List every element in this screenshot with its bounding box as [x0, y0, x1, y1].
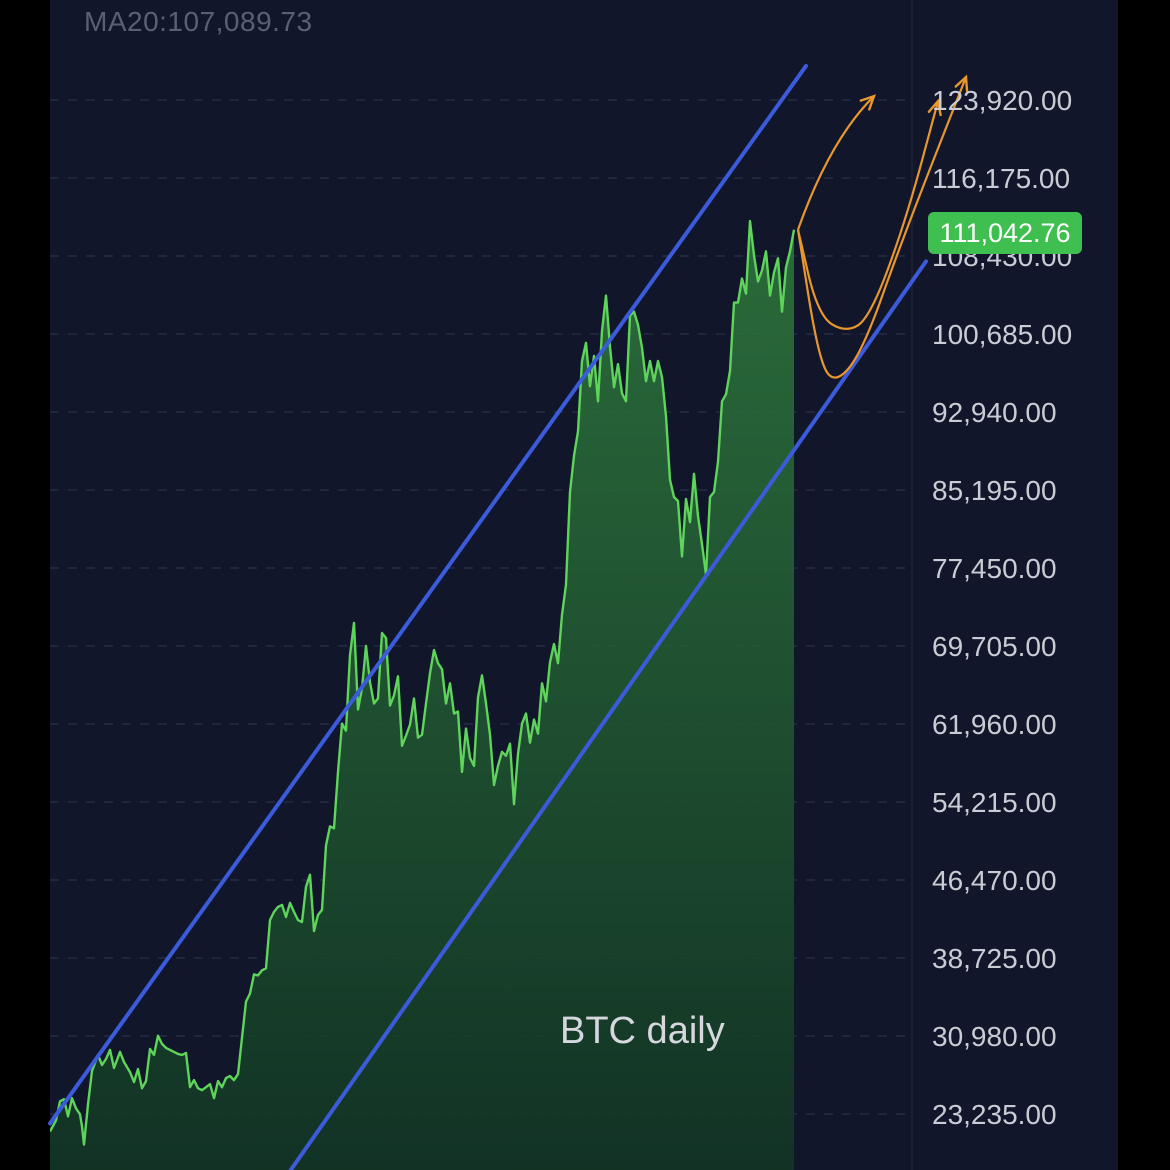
projection-arrowhead [859, 94, 876, 111]
y-tick-label: 123,920.00 [932, 85, 1072, 116]
projection-curve [796, 100, 940, 330]
y-tick-label: 38,725.00 [932, 943, 1057, 974]
y-tick-label: 69,705.00 [932, 631, 1057, 662]
y-tick-label: 23,235.00 [932, 1099, 1057, 1130]
y-tick-label: 46,470.00 [932, 865, 1057, 896]
y-tick-label: 77,450.00 [932, 553, 1057, 584]
y-tick-label: 61,960.00 [932, 709, 1057, 740]
y-tick-label: 85,195.00 [932, 475, 1057, 506]
y-tick-label: 100,685.00 [932, 319, 1072, 350]
chart-title: BTC daily [560, 1010, 725, 1052]
price-line [50, 219, 796, 1146]
y-tick-label: 116,175.00 [932, 163, 1070, 194]
projection-curve [796, 95, 875, 231]
last-price-badge: 111,042.76 [928, 212, 1082, 254]
ma20-indicator-label: MA20:107,089.73 [84, 6, 313, 37]
projection-arrows [796, 74, 969, 379]
channel-upper-line [48, 63, 808, 1126]
projection-curve [796, 76, 968, 379]
channel-lower-line [288, 259, 928, 1170]
y-tick-label: 92,940.00 [932, 397, 1057, 428]
trend-channel [48, 63, 928, 1170]
y-tick-label: 30,980.00 [932, 1021, 1057, 1052]
price-area-fill [50, 221, 794, 1170]
projection-arrowhead [954, 74, 969, 93]
y-tick-label: 54,215.00 [932, 787, 1057, 818]
y-axis-ticks: 123,920.00116,175.00108,430.00100,685.00… [932, 85, 1072, 1130]
projection-arrowhead [927, 98, 942, 117]
